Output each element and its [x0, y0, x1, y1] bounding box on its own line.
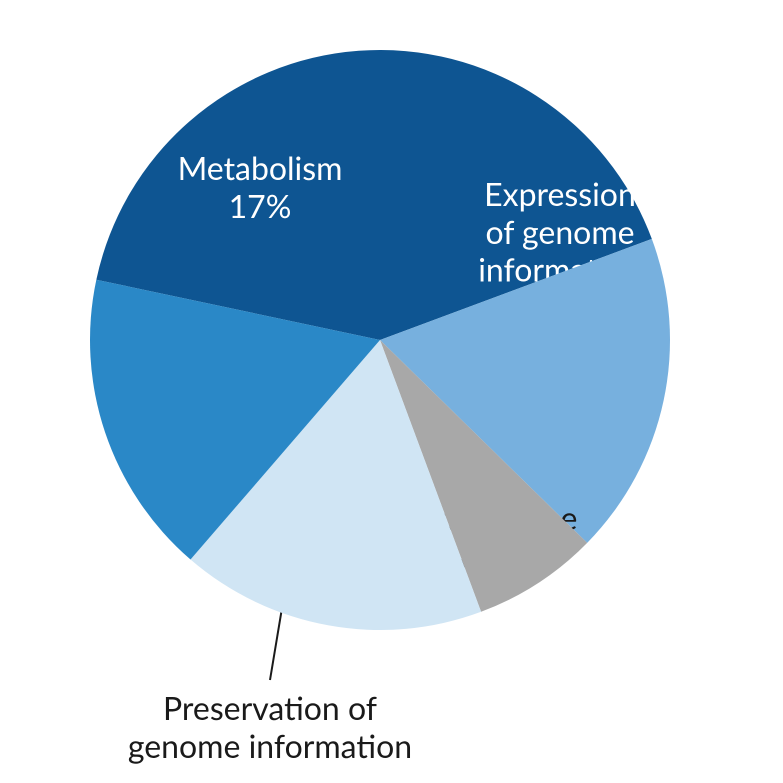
- external-label-preservation: Preservation ofgenome information: [128, 688, 412, 765]
- pie-chart: Expressionof genomeinformation41%Cell me…: [0, 0, 783, 783]
